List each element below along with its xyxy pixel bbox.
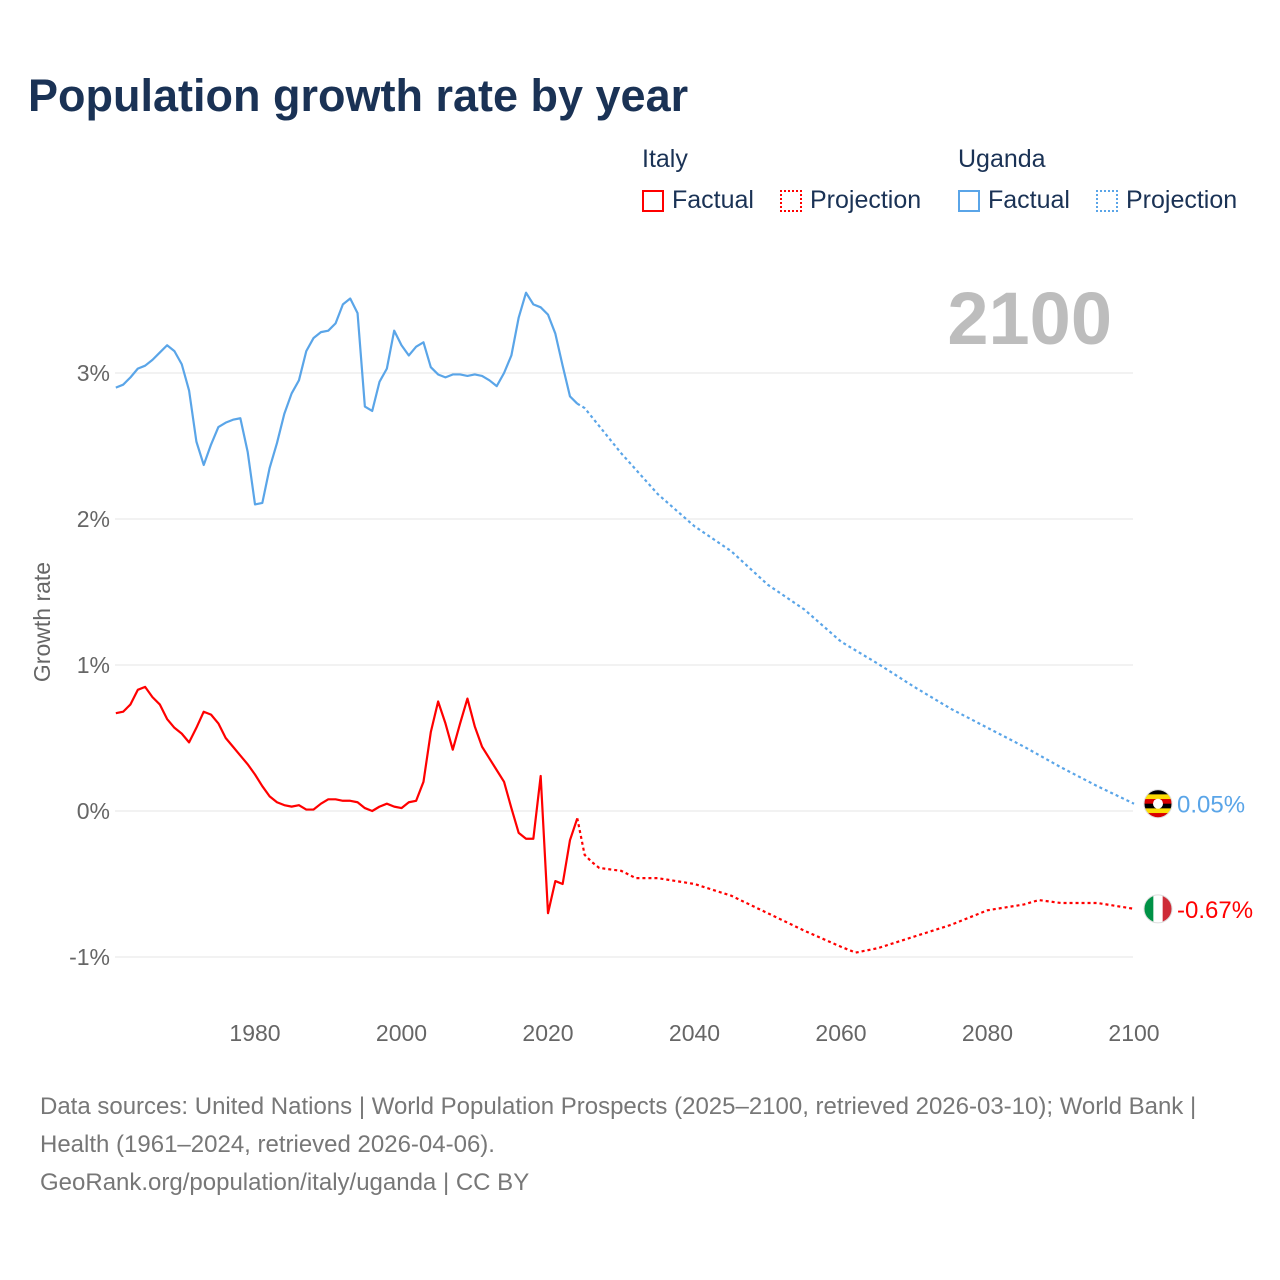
legend-swatch-solid [958, 189, 980, 212]
legend-group-uganda: Uganda [958, 145, 1046, 173]
x-tick-label: 2100 [1108, 1020, 1159, 1046]
uganda-end-value-label: 0.05% [1177, 792, 1245, 819]
flag-stripe [1162, 894, 1172, 923]
legend-group-italy: Italy [642, 145, 688, 173]
flag-stripe [1144, 813, 1172, 818]
legend-label: Factual [988, 186, 1070, 214]
italy-projection-line [576, 818, 1135, 954]
legend-italy-projection[interactable]: Projection [779, 186, 922, 215]
legend-row-uganda: Factual Projection [958, 186, 1263, 215]
chart-title: Population growth rate by year [28, 70, 689, 121]
flag-stripe [1144, 789, 1172, 795]
x-tick-label: 2020 [522, 1020, 573, 1046]
legend-swatch-dotted [779, 189, 802, 212]
flag-stripe [1144, 794, 1172, 800]
italy-end-value-label: -0.67% [1177, 897, 1253, 924]
y-tick-label: 2% [77, 506, 110, 532]
footer: Data sources: United Nations | World Pop… [40, 1088, 1240, 1202]
legend-row-italy: Factual Projection [642, 186, 947, 215]
legend-label: Projection [1125, 186, 1238, 214]
flag-stripe [1144, 894, 1154, 923]
legend-swatch-dotted [1095, 189, 1118, 212]
legend-swatch-solid [642, 189, 664, 212]
legend-label: Factual [672, 186, 754, 214]
flag-border [1143, 894, 1173, 924]
x-tick-label: 1980 [229, 1020, 280, 1046]
flag-emblem [1153, 798, 1163, 809]
y-axis-label: Growth rate [29, 562, 55, 682]
x-tick-label: 2040 [669, 1020, 720, 1046]
flag-stripe [1153, 894, 1164, 923]
legend-uganda-projection[interactable]: Projection [1095, 186, 1238, 215]
uganda-flag-icon [1143, 789, 1173, 819]
x-tick-label: 2060 [815, 1020, 866, 1046]
flag-border [1143, 789, 1173, 819]
uganda-projection-line [576, 402, 1135, 805]
legend-italy-factual[interactable]: Factual [642, 186, 754, 215]
legend-label: Projection [809, 186, 922, 214]
y-tick-label: 0% [77, 798, 110, 824]
legend-uganda-factual[interactable]: Factual [958, 186, 1070, 215]
y-tick-label: -1% [69, 944, 110, 970]
italy-factual-line [115, 685, 579, 915]
current-year-label: 2100 [947, 277, 1112, 360]
y-tick-label: 3% [77, 360, 110, 386]
flag-stripe [1144, 808, 1172, 814]
credit-link[interactable]: GeoRank.org/population/italy/uganda | CC… [40, 1169, 530, 1196]
x-tick-label: 2080 [962, 1020, 1013, 1046]
data-sources: Data sources: United Nations | World Pop… [40, 1093, 1197, 1158]
y-tick-label: 1% [77, 652, 110, 678]
x-tick-label: 2000 [376, 1020, 427, 1046]
uganda-factual-line [115, 291, 579, 506]
italy-flag-icon [1143, 894, 1173, 924]
